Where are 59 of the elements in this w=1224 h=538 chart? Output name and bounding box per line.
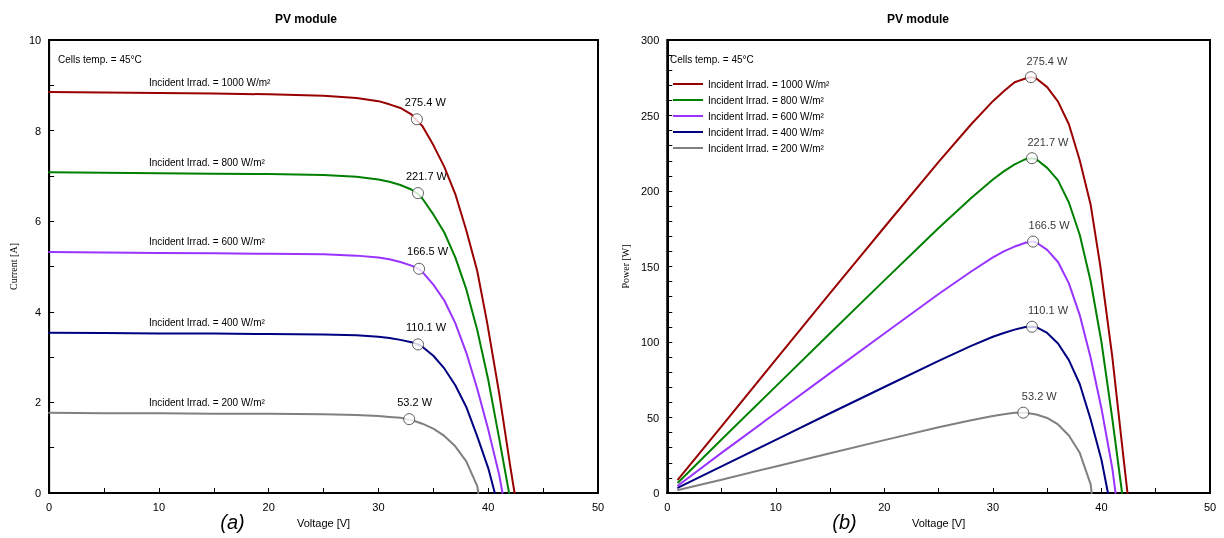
chart-title: PV module [274,12,338,26]
annotation: 221.7 W [405,169,448,182]
line-series [48,331,496,494]
y-tick-label: 100 [640,336,660,348]
annotation: 53.2 W [397,395,433,408]
data-label: 275.4 W [1026,54,1068,67]
y-tick-label: 0 [35,487,42,499]
x-axis-title: Voltage [V] [912,516,966,529]
y-tick-label: 0 [653,487,660,499]
line-series [48,171,511,494]
data-label: 166.5 W [1028,219,1071,232]
y-tick-label: 150 [640,260,660,273]
x-tick-label: 0 [664,500,671,513]
chart-title: PV module [886,12,950,26]
y-axis-title: Current [A] [7,243,19,290]
annotation: 166.5 W [407,245,449,258]
y-tick-label: 8 [35,124,42,137]
legend-label: Incident Irrad. = 600 W/m² [708,110,825,122]
x-axis-title: Voltage [V] [296,516,351,529]
x-tick-label: 20 [878,500,891,513]
series-label: Incident Irrad. = 600 W/m² [148,236,266,248]
x-tick-label: 50 [1203,500,1217,513]
x-tick-label: 40 [482,500,495,513]
annotation: 110.1 W [405,320,447,333]
x-tick-label: 40 [1095,500,1108,513]
y-tick-label: 200 [640,185,660,197]
y-tick-label: 300 [640,34,660,46]
legend-label: Incident Irrad. = 1000 W/m² [708,78,831,90]
series-label: Incident Irrad. = 400 W/m² [148,317,266,329]
data-label: 53.2 W [1021,390,1058,403]
data-label: 221.7 W [1027,135,1070,148]
x-tick-label: 20 [262,500,275,513]
y-tick-label: 6 [35,215,42,228]
y-tick-label: 250 [640,109,660,122]
series-label: Incident Irrad. = 1000 W/m² [148,76,272,88]
annotation: Cells temp. = 45°C [670,53,754,65]
y-axis-title: Power [W] [619,244,631,289]
legend-label: Incident Irrad. = 800 W/m² [708,94,825,106]
annotation: 275.4 W [404,95,447,108]
data-label: 110.1 W [1027,304,1069,317]
series-label: Incident Irrad. = 800 W/m² [148,156,266,168]
x-tick-label: 10 [769,500,782,513]
line-series [48,411,480,494]
y-tick-label: 10 [28,34,42,46]
y-tick-label: 4 [35,305,42,318]
y-tick-label: 50 [647,411,660,424]
y-tick-label: 2 [35,396,42,409]
series-label: Incident Irrad. = 200 W/m² [148,396,266,408]
text: (a) [220,511,245,533]
legend-label: Incident Irrad. = 200 W/m² [708,142,825,154]
x-tick-label: 50 [591,500,605,513]
x-tick-label: 10 [152,500,166,513]
line-series [48,91,516,494]
legend-label: Incident Irrad. = 400 W/m² [708,126,825,138]
x-tick-label: 30 [986,500,1000,513]
x-tick-label: 30 [372,500,385,513]
text: (b) [832,511,857,533]
x-tick-label: 0 [46,500,53,513]
annotation: Cells temp. = 45°C [58,53,142,65]
